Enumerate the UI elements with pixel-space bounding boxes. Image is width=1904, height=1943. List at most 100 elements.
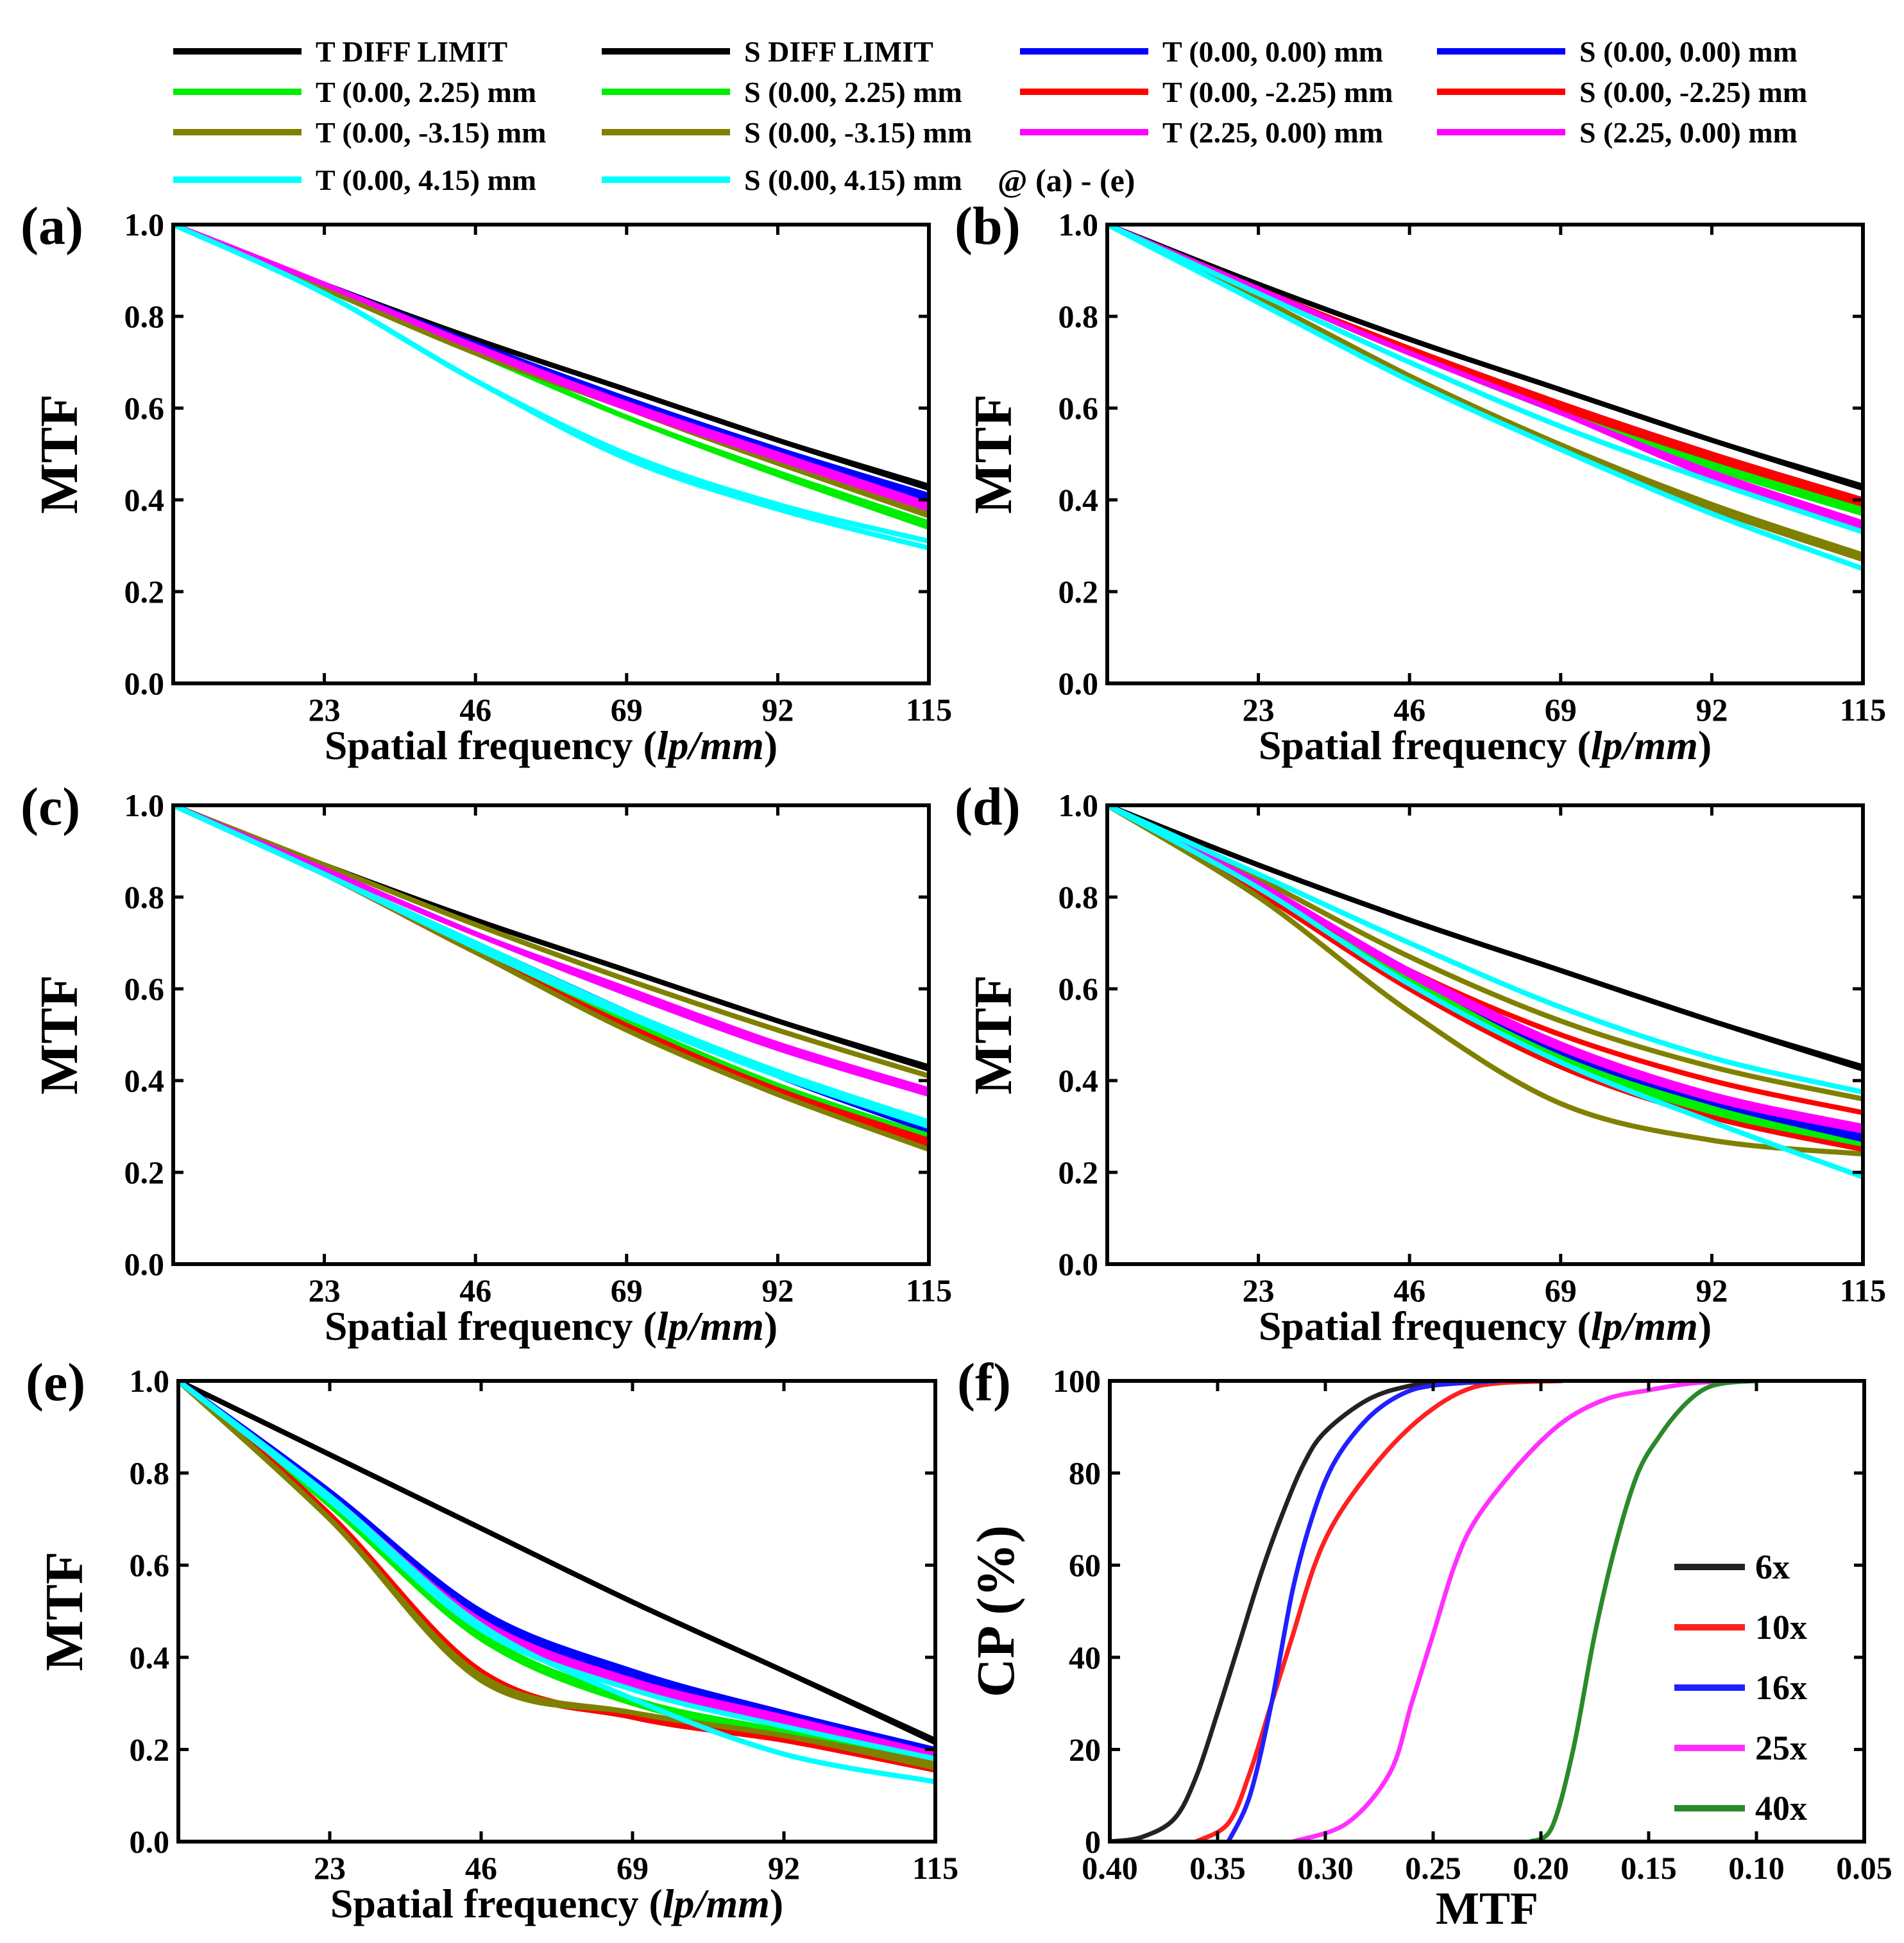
- series-line-s-0-00-4-15-mm: [178, 1381, 935, 1761]
- legend-label-t-0-00-3-15-mm: T (0.00, -3.15) mm: [316, 116, 546, 149]
- series-line-s-2-25-0-00-mm: [173, 805, 929, 1097]
- series-line-t-diff-limit: [173, 225, 929, 489]
- series-line-s-0-00-3-15-mm: [1107, 805, 1863, 1102]
- series-line-s-2-25-0-00-mm: [1107, 225, 1863, 530]
- y-tick-label: 100: [1053, 1363, 1101, 1399]
- series-line-s-0-00-3-15-mm: [1107, 225, 1863, 558]
- y-tick-label: 0.4: [124, 1063, 165, 1099]
- y-tick-label: 0.8: [1058, 879, 1099, 915]
- legend-label-s-0-00-2-25-mm: S (0.00, -2.25) mm: [1579, 76, 1807, 108]
- y-axis-title: MTF: [30, 394, 89, 514]
- x-tick-label: 0.25: [1405, 1850, 1461, 1886]
- panel-label: (b): [955, 196, 1021, 256]
- x-tick-label: 69: [611, 692, 643, 728]
- series-line-s-0-00-4-15-mm: [173, 225, 929, 551]
- y-tick-label: 0.4: [1058, 1063, 1099, 1099]
- series-line-16x: [1226, 1381, 1500, 1842]
- series-group: [1110, 1381, 1759, 1842]
- series-line-t-0-00-3-15-mm: [1107, 805, 1863, 1157]
- series-line-6x: [1110, 1381, 1458, 1842]
- y-tick-label: 0.2: [1058, 1154, 1099, 1190]
- y-tick-label: 0.2: [130, 1731, 170, 1767]
- legend-label-t-0-00-2-25-mm: T (0.00, -2.25) mm: [1162, 76, 1393, 108]
- legend-label-t-0-00-0-00-mm: T (0.00, 0.00) mm: [1162, 35, 1383, 68]
- x-tick-label: 69: [616, 1850, 649, 1886]
- x-tick-label: 0.15: [1620, 1850, 1677, 1886]
- x-tick-label: 92: [768, 1850, 800, 1886]
- series-line-s-0-00-2-25-mm: [178, 1381, 935, 1773]
- x-tick-label: 115: [1840, 1272, 1886, 1308]
- y-tick-label: 0.8: [124, 879, 165, 915]
- legend-suffix: @ (a) - (e): [998, 162, 1135, 198]
- y-tick-label: 0.2: [1058, 574, 1099, 610]
- series-group: [1107, 225, 1863, 572]
- x-tick-label: 23: [309, 692, 341, 728]
- x-axis-title: Spatial frequency (lp/mm): [330, 1881, 783, 1926]
- y-tick-label: 0.8: [130, 1455, 170, 1491]
- series-line-t-0-00-4-15-mm: [1107, 225, 1863, 572]
- x-tick-label: 23: [1243, 692, 1275, 728]
- x-tick-label: 92: [1696, 692, 1728, 728]
- panel-a: 0.0 0.2 0.4 0.6 0.8 1.0 23 46 69 92 115 Spatial fre…: [21, 196, 952, 768]
- panel-label: (e): [26, 1353, 85, 1412]
- panels: 0.0 0.2 0.4 0.6 0.8 1.0 23 46 69 92 115 Spatial fre…: [21, 196, 1892, 1934]
- series-group: [178, 1381, 935, 1785]
- panel-f: 0 20 40 60 80 100 0.40 0.35 0.30 0.25 0.20 0.15 0.10…: [957, 1353, 1892, 1934]
- y-tick-label: 0.4: [124, 482, 165, 518]
- cp-legend-label-6x: 6x: [1755, 1548, 1790, 1586]
- cp-legend-label-25x: 25x: [1755, 1729, 1807, 1767]
- x-axis-title: Spatial frequency (lp/mm): [1259, 1303, 1712, 1349]
- series-line-s-diff-limit: [173, 805, 929, 1072]
- plot-frame: [1108, 1379, 1866, 1844]
- series-line-t-diff-limit: [1107, 225, 1863, 489]
- series-line-25x: [1291, 1381, 1737, 1842]
- x-tick-label: 0.35: [1189, 1850, 1246, 1886]
- plot-frame: [171, 223, 931, 685]
- plot-frame: [1105, 803, 1865, 1266]
- y-tick-label: 1.0: [1058, 207, 1099, 243]
- y-tick-label: 0.0: [124, 665, 165, 701]
- x-axis-title: Spatial frequency (lp/mm): [1259, 723, 1712, 768]
- plot-frame: [1105, 223, 1865, 685]
- x-tick-label: 0.20: [1513, 1850, 1569, 1886]
- x-tick-label: 92: [761, 692, 794, 728]
- x-tick-label: 115: [906, 692, 952, 728]
- x-tick-label: 0.05: [1836, 1850, 1892, 1886]
- x-tick-label: 69: [1545, 692, 1577, 728]
- panel-label: (f): [957, 1353, 1011, 1412]
- series-group: [1107, 805, 1863, 1180]
- x-tick-label: 69: [611, 1272, 643, 1308]
- y-tick-label: 0.6: [124, 390, 165, 426]
- x-tick-label: 0.40: [1082, 1850, 1138, 1886]
- series-line-t-0-00-4-15-mm: [1107, 805, 1863, 1095]
- legend-label-t-0-00-4-15-mm: T (0.00, 4.15) mm: [316, 164, 536, 196]
- series-line-s-0-00-4-15-mm: [1107, 805, 1863, 1180]
- y-tick-label: 1.0: [124, 207, 165, 243]
- y-tick-label: 0.6: [124, 971, 165, 1007]
- series-line-s-2-25-0-00-mm: [1107, 805, 1863, 1134]
- y-tick-label: 0.0: [1058, 1246, 1099, 1282]
- series-line-s-diff-limit: [173, 225, 929, 492]
- series-line-s-diff-limit: [1107, 805, 1863, 1072]
- y-tick-label: 0.0: [130, 1824, 170, 1860]
- y-tick-label: 0.8: [124, 298, 165, 334]
- x-tick-label: 69: [1545, 1272, 1577, 1308]
- y-axis-title: MTF: [30, 975, 89, 1095]
- series-line-s-0-00-3-15-mm: [178, 1381, 935, 1771]
- cp-legend-label-16x: 16x: [1755, 1668, 1807, 1707]
- x-tick-label: 46: [1393, 1272, 1425, 1308]
- panel-label: (c): [21, 777, 80, 837]
- y-tick-label: 1.0: [124, 787, 165, 823]
- panel-d: 0.0 0.2 0.4 0.6 0.8 1.0 23 46 69 92 115 Spatial fre…: [955, 777, 1886, 1349]
- x-tick-label: 92: [1696, 1272, 1728, 1308]
- legend-label-s-diff-limit: S DIFF LIMIT: [744, 35, 933, 68]
- legend-label-s-0-00-0-00-mm: S (0.00, 0.00) mm: [1579, 35, 1798, 68]
- y-tick-label: 0.4: [130, 1639, 170, 1675]
- x-tick-label: 115: [912, 1850, 958, 1886]
- x-axis-title: Spatial frequency (lp/mm): [325, 723, 778, 768]
- x-tick-label: 23: [1243, 1272, 1275, 1308]
- series-line-s-diff-limit: [178, 1381, 935, 1745]
- series-line-10x: [1193, 1381, 1565, 1842]
- x-tick-label: 115: [906, 1272, 952, 1308]
